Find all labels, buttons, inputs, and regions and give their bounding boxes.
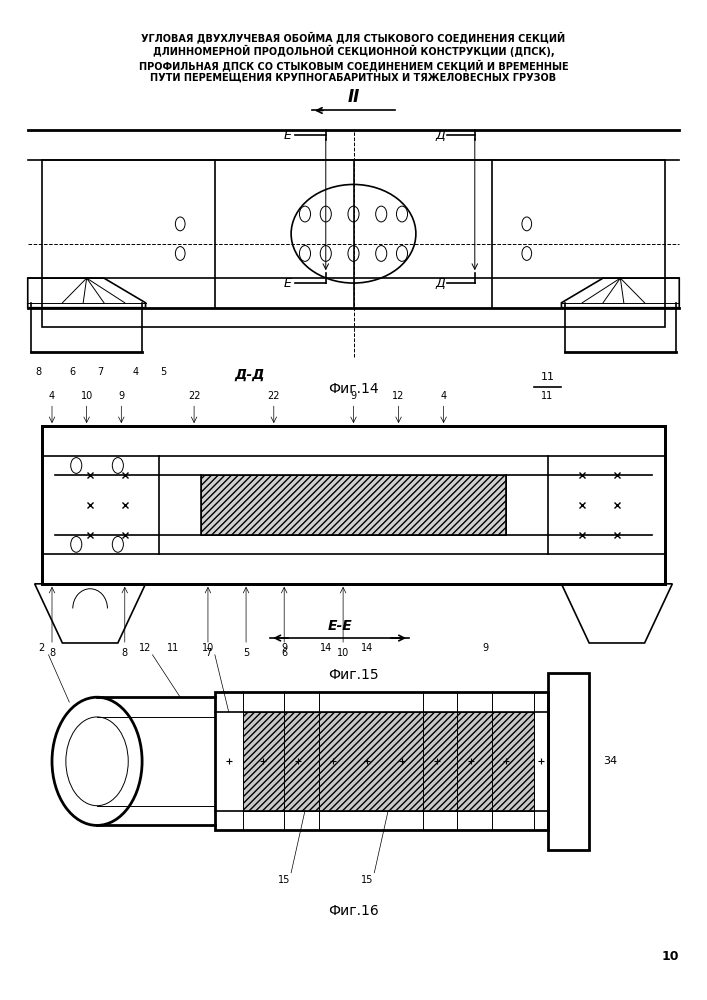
Text: 10: 10 [201, 643, 214, 653]
Text: 10: 10 [81, 391, 93, 401]
Text: 10: 10 [337, 648, 349, 658]
Text: 4: 4 [49, 391, 55, 401]
Text: 15: 15 [361, 875, 373, 885]
Text: Е-Е: Е-Е [327, 619, 352, 633]
Text: 6: 6 [281, 648, 287, 658]
Text: 4: 4 [132, 367, 139, 377]
Text: Д: Д [436, 129, 445, 142]
Text: 14: 14 [361, 643, 373, 653]
Text: 11: 11 [541, 372, 554, 382]
Text: 11: 11 [542, 391, 554, 401]
Text: 9: 9 [351, 391, 356, 401]
Text: Д-Д: Д-Д [234, 368, 265, 382]
Text: 14: 14 [320, 643, 332, 653]
Text: Фиг.16: Фиг.16 [328, 904, 379, 918]
Polygon shape [243, 712, 534, 811]
Text: 9: 9 [281, 643, 287, 653]
Text: 4: 4 [440, 391, 447, 401]
Text: 2: 2 [38, 643, 45, 653]
Text: 6: 6 [70, 367, 76, 377]
Text: Е: Е [284, 129, 291, 142]
Text: 12: 12 [392, 391, 404, 401]
Polygon shape [201, 475, 506, 535]
Text: 8: 8 [122, 648, 128, 658]
Text: 8: 8 [49, 648, 55, 658]
Text: УГЛОВАЯ ДВУХЛУЧЕВАЯ ОБОЙМА ДЛЯ СТЫКОВОГО СОЕДИНЕНИЯ СЕКЦИЙ
ДЛИННОМЕРНОЙ ПРОДОЛЬН: УГЛОВАЯ ДВУХЛУЧЕВАЯ ОБОЙМА ДЛЯ СТЫКОВОГО… [139, 32, 568, 83]
Text: Фиг.14: Фиг.14 [328, 382, 379, 396]
Text: 11: 11 [167, 643, 180, 653]
Text: 22: 22 [267, 391, 280, 401]
Text: Фиг.15: Фиг.15 [328, 668, 379, 682]
Text: 8: 8 [35, 367, 41, 377]
Text: II: II [347, 88, 360, 106]
Text: 9: 9 [118, 391, 124, 401]
Text: Д: Д [436, 277, 445, 290]
Text: 9: 9 [482, 643, 489, 653]
Text: 34: 34 [603, 756, 617, 766]
Text: 7: 7 [98, 367, 104, 377]
Text: 5: 5 [160, 367, 166, 377]
Text: 10: 10 [662, 950, 679, 963]
Text: Е: Е [284, 277, 291, 290]
Text: 7: 7 [205, 648, 211, 658]
Text: 15: 15 [278, 875, 291, 885]
Text: 12: 12 [139, 643, 152, 653]
Text: 22: 22 [188, 391, 200, 401]
Text: 5: 5 [243, 648, 249, 658]
